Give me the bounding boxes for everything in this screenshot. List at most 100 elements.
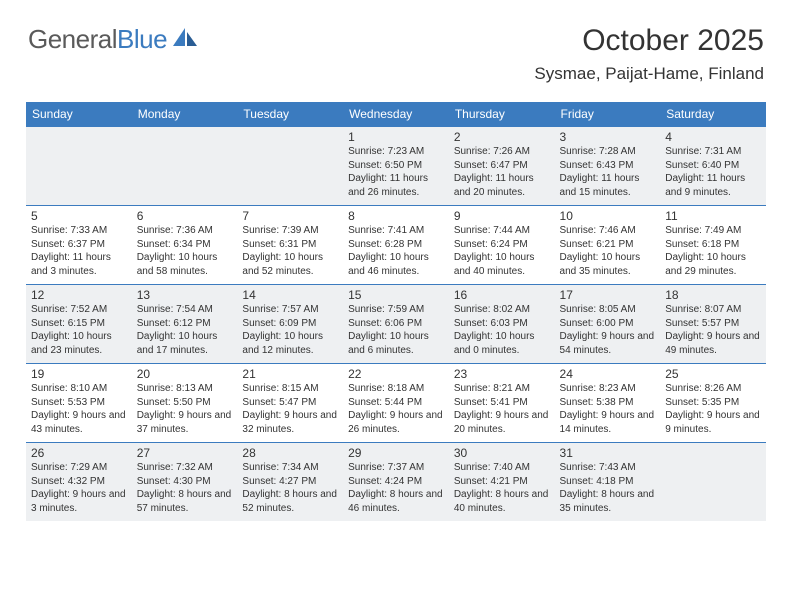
day-number: 26	[31, 446, 127, 460]
day-info: Sunrise: 7:39 AMSunset: 6:31 PMDaylight:…	[242, 224, 338, 278]
day-cell: 1Sunrise: 7:23 AMSunset: 6:50 PMDaylight…	[343, 127, 449, 206]
day-info: Sunrise: 7:29 AMSunset: 4:32 PMDaylight:…	[31, 461, 127, 515]
day-number: 30	[454, 446, 550, 460]
sunset-text: Sunset: 6:43 PM	[560, 159, 656, 173]
sunrise-text: Sunrise: 8:26 AM	[665, 382, 761, 396]
sunset-text: Sunset: 6:15 PM	[31, 317, 127, 331]
day-info: Sunrise: 7:40 AMSunset: 4:21 PMDaylight:…	[454, 461, 550, 515]
day-cell: 15Sunrise: 7:59 AMSunset: 6:06 PMDayligh…	[343, 285, 449, 364]
daylight-text: Daylight: 11 hours and 20 minutes.	[454, 172, 550, 199]
day-cell: 10Sunrise: 7:46 AMSunset: 6:21 PMDayligh…	[555, 206, 661, 285]
day-info: Sunrise: 7:34 AMSunset: 4:27 PMDaylight:…	[242, 461, 338, 515]
weekday-header: Thursday	[449, 102, 555, 127]
day-info: Sunrise: 8:10 AMSunset: 5:53 PMDaylight:…	[31, 382, 127, 436]
day-number: 28	[242, 446, 338, 460]
sunrise-text: Sunrise: 8:10 AM	[31, 382, 127, 396]
sunrise-text: Sunrise: 7:54 AM	[137, 303, 233, 317]
day-cell: 22Sunrise: 8:18 AMSunset: 5:44 PMDayligh…	[343, 364, 449, 443]
day-number: 21	[242, 367, 338, 381]
daylight-text: Daylight: 9 hours and 54 minutes.	[560, 330, 656, 357]
sunrise-text: Sunrise: 7:46 AM	[560, 224, 656, 238]
day-info: Sunrise: 8:05 AMSunset: 6:00 PMDaylight:…	[560, 303, 656, 357]
calendar-week: 26Sunrise: 7:29 AMSunset: 4:32 PMDayligh…	[26, 443, 766, 522]
empty-cell	[132, 127, 238, 206]
daylight-text: Daylight: 10 hours and 58 minutes.	[137, 251, 233, 278]
sunrise-text: Sunrise: 7:39 AM	[242, 224, 338, 238]
sunset-text: Sunset: 6:47 PM	[454, 159, 550, 173]
sunrise-text: Sunrise: 8:13 AM	[137, 382, 233, 396]
day-cell: 30Sunrise: 7:40 AMSunset: 4:21 PMDayligh…	[449, 443, 555, 522]
day-cell: 5Sunrise: 7:33 AMSunset: 6:37 PMDaylight…	[26, 206, 132, 285]
sunset-text: Sunset: 6:24 PM	[454, 238, 550, 252]
sunrise-text: Sunrise: 7:36 AM	[137, 224, 233, 238]
day-cell: 29Sunrise: 7:37 AMSunset: 4:24 PMDayligh…	[343, 443, 449, 522]
day-number: 24	[560, 367, 656, 381]
daylight-text: Daylight: 11 hours and 15 minutes.	[560, 172, 656, 199]
daylight-text: Daylight: 10 hours and 52 minutes.	[242, 251, 338, 278]
weekday-header: Saturday	[660, 102, 766, 127]
day-number: 14	[242, 288, 338, 302]
day-number: 7	[242, 209, 338, 223]
day-info: Sunrise: 8:26 AMSunset: 5:35 PMDaylight:…	[665, 382, 761, 436]
day-cell: 18Sunrise: 8:07 AMSunset: 5:57 PMDayligh…	[660, 285, 766, 364]
weekday-header: Sunday	[26, 102, 132, 127]
sunset-text: Sunset: 6:09 PM	[242, 317, 338, 331]
day-info: Sunrise: 8:18 AMSunset: 5:44 PMDaylight:…	[348, 382, 444, 436]
daylight-text: Daylight: 8 hours and 57 minutes.	[137, 488, 233, 515]
daylight-text: Daylight: 9 hours and 49 minutes.	[665, 330, 761, 357]
daylight-text: Daylight: 11 hours and 9 minutes.	[665, 172, 761, 199]
sunset-text: Sunset: 5:53 PM	[31, 396, 127, 410]
sunrise-text: Sunrise: 7:29 AM	[31, 461, 127, 475]
daylight-text: Daylight: 10 hours and 46 minutes.	[348, 251, 444, 278]
sunrise-text: Sunrise: 7:32 AM	[137, 461, 233, 475]
day-number: 22	[348, 367, 444, 381]
empty-cell	[660, 443, 766, 522]
sunset-text: Sunset: 6:03 PM	[454, 317, 550, 331]
daylight-text: Daylight: 10 hours and 35 minutes.	[560, 251, 656, 278]
day-number: 1	[348, 130, 444, 144]
sunset-text: Sunset: 6:28 PM	[348, 238, 444, 252]
day-info: Sunrise: 7:46 AMSunset: 6:21 PMDaylight:…	[560, 224, 656, 278]
month-title: October 2025	[534, 24, 764, 58]
day-info: Sunrise: 7:41 AMSunset: 6:28 PMDaylight:…	[348, 224, 444, 278]
sunset-text: Sunset: 4:24 PM	[348, 475, 444, 489]
daylight-text: Daylight: 9 hours and 26 minutes.	[348, 409, 444, 436]
daylight-text: Daylight: 8 hours and 40 minutes.	[454, 488, 550, 515]
day-cell: 20Sunrise: 8:13 AMSunset: 5:50 PMDayligh…	[132, 364, 238, 443]
weekday-header: Friday	[555, 102, 661, 127]
day-cell: 16Sunrise: 8:02 AMSunset: 6:03 PMDayligh…	[449, 285, 555, 364]
day-number: 9	[454, 209, 550, 223]
day-cell: 17Sunrise: 8:05 AMSunset: 6:00 PMDayligh…	[555, 285, 661, 364]
day-cell: 27Sunrise: 7:32 AMSunset: 4:30 PMDayligh…	[132, 443, 238, 522]
sunrise-text: Sunrise: 7:34 AM	[242, 461, 338, 475]
sunrise-text: Sunrise: 7:57 AM	[242, 303, 338, 317]
daylight-text: Daylight: 10 hours and 12 minutes.	[242, 330, 338, 357]
day-number: 23	[454, 367, 550, 381]
weekday-header: Wednesday	[343, 102, 449, 127]
daylight-text: Daylight: 9 hours and 32 minutes.	[242, 409, 338, 436]
day-cell: 25Sunrise: 8:26 AMSunset: 5:35 PMDayligh…	[660, 364, 766, 443]
day-number: 10	[560, 209, 656, 223]
sunset-text: Sunset: 4:32 PM	[31, 475, 127, 489]
day-number: 17	[560, 288, 656, 302]
sunset-text: Sunset: 6:18 PM	[665, 238, 761, 252]
day-info: Sunrise: 8:13 AMSunset: 5:50 PMDaylight:…	[137, 382, 233, 436]
daylight-text: Daylight: 8 hours and 35 minutes.	[560, 488, 656, 515]
day-cell: 6Sunrise: 7:36 AMSunset: 6:34 PMDaylight…	[132, 206, 238, 285]
day-info: Sunrise: 7:36 AMSunset: 6:34 PMDaylight:…	[137, 224, 233, 278]
sunrise-text: Sunrise: 7:52 AM	[31, 303, 127, 317]
empty-cell	[26, 127, 132, 206]
sunset-text: Sunset: 5:47 PM	[242, 396, 338, 410]
day-info: Sunrise: 7:33 AMSunset: 6:37 PMDaylight:…	[31, 224, 127, 278]
day-number: 15	[348, 288, 444, 302]
day-number: 18	[665, 288, 761, 302]
day-cell: 2Sunrise: 7:26 AMSunset: 6:47 PMDaylight…	[449, 127, 555, 206]
sunrise-text: Sunrise: 8:02 AM	[454, 303, 550, 317]
daylight-text: Daylight: 8 hours and 52 minutes.	[242, 488, 338, 515]
day-cell: 11Sunrise: 7:49 AMSunset: 6:18 PMDayligh…	[660, 206, 766, 285]
calendar-week: 1Sunrise: 7:23 AMSunset: 6:50 PMDaylight…	[26, 127, 766, 206]
logo-text: GeneralBlue	[28, 24, 167, 55]
sail-icon	[171, 26, 199, 53]
day-info: Sunrise: 7:43 AMSunset: 4:18 PMDaylight:…	[560, 461, 656, 515]
daylight-text: Daylight: 9 hours and 9 minutes.	[665, 409, 761, 436]
